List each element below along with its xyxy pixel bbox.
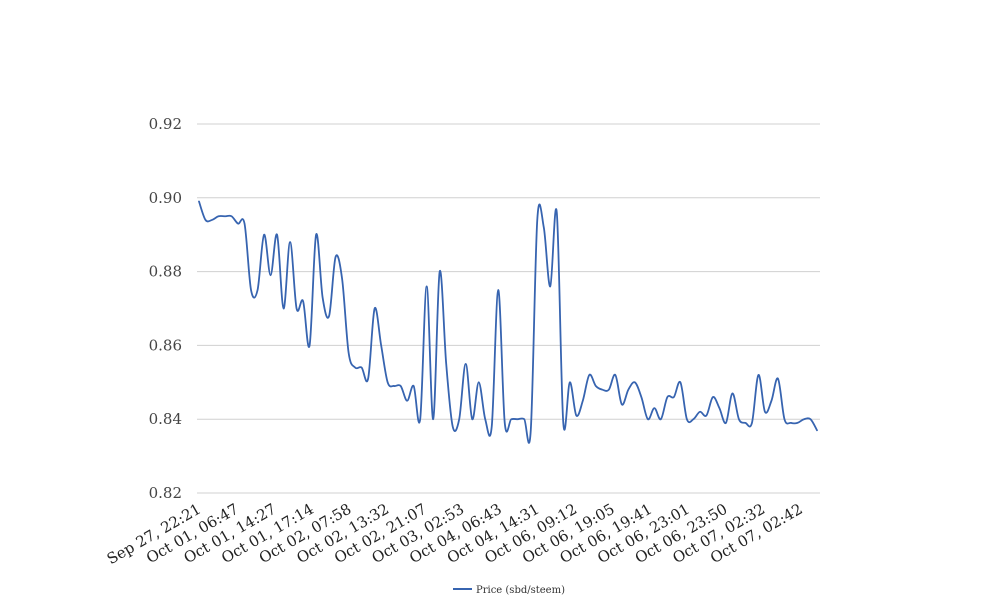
y-axis-ticks: 0.82 0.84 0.86 0.88 0.90 0.92 — [149, 115, 182, 502]
y-tick-label: 0.86 — [149, 336, 182, 354]
legend-label: Price (sbd/steem) — [476, 585, 565, 596]
legend: Price (sbd/steem) — [453, 585, 565, 596]
y-tick-label: 0.92 — [149, 115, 182, 133]
y-tick-label: 0.90 — [149, 189, 182, 207]
y-tick-label: 0.82 — [149, 484, 182, 502]
gridlines — [197, 123, 820, 494]
y-tick-label: 0.88 — [149, 263, 182, 281]
y-tick-label: 0.84 — [149, 410, 182, 428]
series-lines — [198, 200, 818, 444]
series-line — [198, 200, 818, 444]
